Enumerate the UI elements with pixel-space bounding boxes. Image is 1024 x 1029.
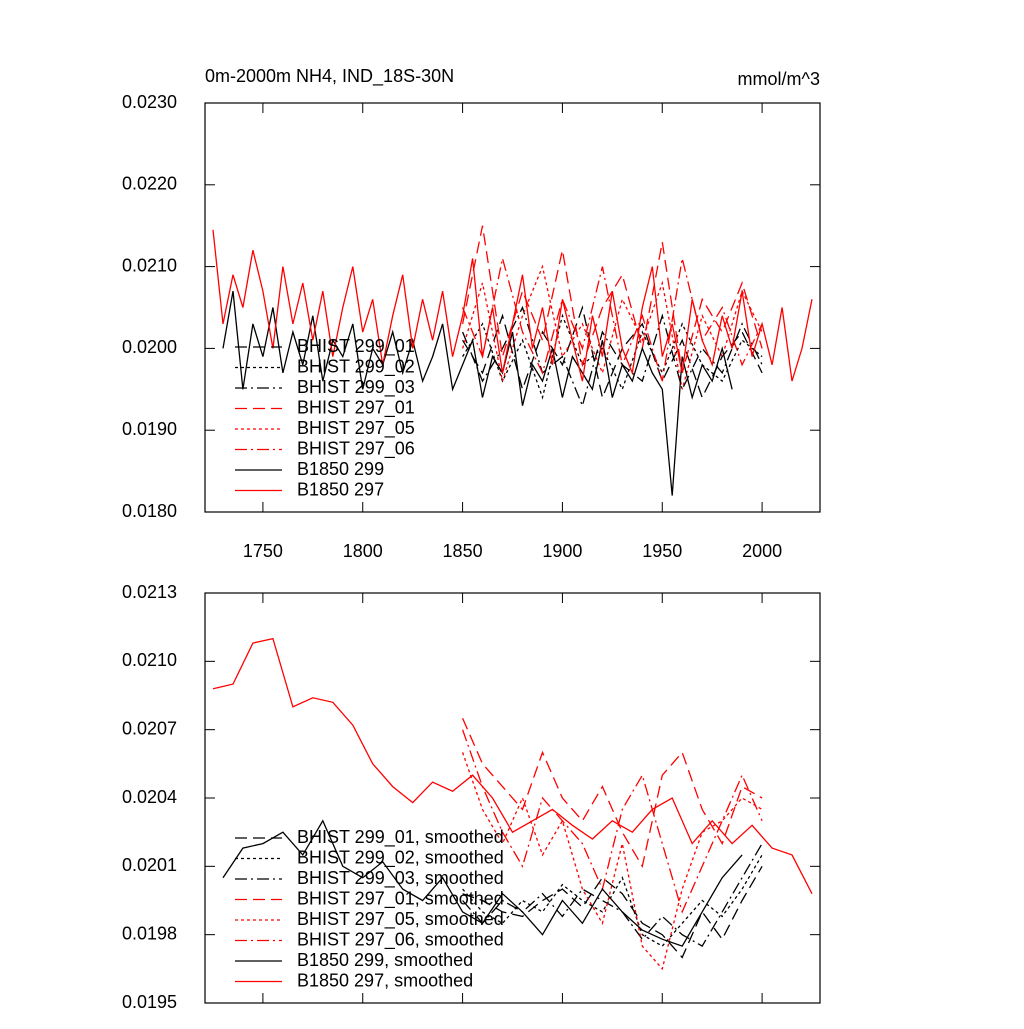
chart-title: 0m-2000m NH4, IND_18S-30N [205,66,454,87]
plot-frame [204,102,821,513]
series-line [461,258,763,382]
legend-label: B1850 297, smoothed [297,970,473,990]
series-line [462,313,763,400]
legend-label: BHIST 297_01, smoothed [297,888,504,909]
series-line [462,305,763,400]
legend-label: BHIST 297_05, smoothed [297,909,504,930]
series-line [461,264,763,390]
series-line [222,290,733,496]
legend-label: BHIST 299_02, smoothed [297,847,504,868]
x-tick-label: 1850 [443,541,483,561]
x-tick-label: 1800 [343,541,383,561]
y-tick-label: 0.0204 [122,787,177,807]
series-line [461,305,763,408]
units-label: mmol/m^3 [738,69,820,89]
legend-label: BHIST 299_03 [297,377,415,398]
legend-label: B1850 299 [297,459,384,479]
x-tick-label: 1900 [542,541,582,561]
legend-label: BHIST 297_06 [297,438,415,459]
series-line [462,843,763,947]
y-tick-label: 0.0180 [122,501,177,521]
legend-label: BHIST 297_05 [297,418,415,439]
y-tick-label: 0.0207 [122,718,177,738]
series-line [462,718,763,869]
series-line [212,229,813,382]
series-line [461,752,763,971]
y-tick-label: 0.0230 [122,92,177,112]
y-tick-label: 0.0195 [122,992,177,1012]
series-line [462,854,763,947]
x-tick-label: 1750 [243,541,283,561]
legend-label: BHIST 297_01 [297,397,415,418]
legend-label: B1850 297 [297,479,384,499]
y-tick-label: 0.0220 [122,174,177,194]
legend-label: BHIST 297_06, smoothed [297,929,504,950]
y-tick-label: 0.0210 [122,650,177,670]
legend-label: BHIST 299_03, smoothed [297,868,504,889]
y-tick-label: 0.0200 [122,337,177,357]
legend-label: BHIST 299_01, smoothed [297,827,504,848]
x-tick-label: 2000 [742,541,782,561]
legend-label: BHIST 299_01 [297,336,415,357]
y-tick-label: 0.0198 [122,923,177,943]
y-tick-label: 0.0213 [122,582,177,602]
series-line [461,225,763,374]
x-tick-label: 1950 [642,541,682,561]
y-tick-label: 0.0201 [122,855,177,875]
series-line [462,865,763,959]
y-tick-label: 0.0190 [122,419,177,439]
series-line [222,819,743,947]
y-tick-label: 0.0210 [122,255,177,275]
series-line [212,637,813,894]
series-line [461,729,763,914]
legend-label: BHIST 299_02 [297,356,415,377]
legend-label: B1850 299, smoothed [297,950,473,970]
